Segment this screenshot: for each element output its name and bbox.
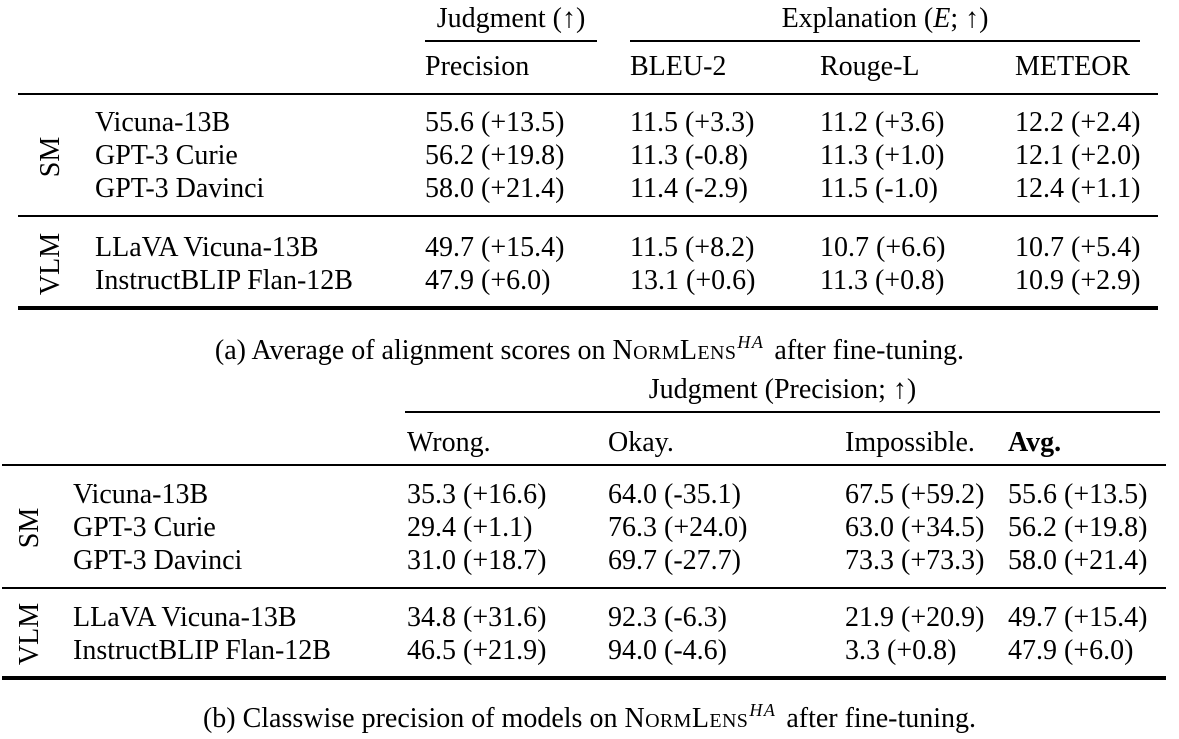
cell-meteor: 10.9 (+2.9) [1015,265,1141,296]
cell-meteor: 12.4 (+1.1) [1015,173,1141,204]
explanation-header-suffix: ; ↑) [950,3,989,34]
cell-model: InstructBLIP Flan-12B [73,635,331,666]
cell-impossible: 21.9 (+20.9) [845,602,985,633]
cmidrule-judgment-a [425,40,597,42]
cell-rougel: 11.5 (-1.0) [820,173,938,204]
caption-b-prefix: (b) Classwise precision of models on [202,703,625,734]
column-header-avg: Avg. [1008,427,1062,458]
caption-a: (a) Average of alignment scores on NormL… [0,332,1179,369]
cell-avg: 58.0 (+21.4) [1008,545,1148,576]
table-row: Vicuna-13B 35.3 (+16.6) 64.0 (-35.1) 67.… [0,478,1179,511]
column-header-rougel: Rouge-L [820,51,920,82]
cell-wrong: 31.0 (+18.7) [407,545,547,576]
cell-model: LLaVA Vicuna-13B [73,602,297,633]
table-a-group-divider [18,215,1158,217]
cell-model: LLaVA Vicuna-13B [95,232,319,263]
cell-meteor: 12.1 (+2.0) [1015,140,1141,171]
column-header-precision: Precision [425,51,530,82]
cell-okay: 69.7 (-27.7) [608,545,741,576]
table-row: GPT-3 Curie 56.2 (+19.8) 11.3 (-0.8) 11.… [0,139,1179,172]
cell-wrong: 29.4 (+1.1) [407,512,533,543]
cell-rougel: 10.7 (+6.6) [820,232,946,263]
column-header-okay: Okay. [608,427,674,458]
cell-rougel: 11.2 (+3.6) [820,107,945,138]
cell-wrong: 35.3 (+16.6) [407,479,547,510]
cell-wrong: 34.8 (+31.6) [407,602,547,633]
table-a-column-header-row: Precision BLEU-2 Rouge-L METEOR [0,50,1179,83]
column-header-wrong: Wrong. [407,427,491,458]
table-row: LLaVA Vicuna-13B 49.7 (+15.4) 11.5 (+8.2… [0,231,1179,264]
caption-a-suffix: after fine-tuning. [767,335,965,366]
table-row: InstructBLIP Flan-12B 46.5 (+21.9) 94.0 … [0,634,1179,667]
cmidrule-explanation-a [630,40,1140,42]
explanation-header-math-e: E [933,3,951,34]
cell-impossible: 63.0 (+34.5) [845,512,985,543]
cell-avg: 55.6 (+13.5) [1008,479,1148,510]
table-row: GPT-3 Davinci 58.0 (+21.4) 11.4 (-2.9) 1… [0,172,1179,205]
cell-okay: 92.3 (-6.3) [608,602,727,633]
cell-model: GPT-3 Davinci [95,173,265,204]
column-header-meteor: METEOR [1015,51,1131,82]
cell-meteor: 10.7 (+5.4) [1015,232,1141,263]
cell-okay: 76.3 (+24.0) [608,512,748,543]
cell-avg: 47.9 (+6.0) [1008,635,1134,666]
cell-rougel: 11.3 (+0.8) [820,265,945,296]
table-row: LLaVA Vicuna-13B 34.8 (+31.6) 92.3 (-6.3… [0,601,1179,634]
cell-rougel: 11.3 (+1.0) [820,140,945,171]
cell-bleu2: 11.5 (+8.2) [630,232,755,263]
table-row: GPT-3 Curie 29.4 (+1.1) 76.3 (+24.0) 63.… [0,511,1179,544]
caption-a-prefix: (a) Average of alignment scores on [214,335,613,366]
cell-precision: 49.7 (+15.4) [425,232,565,263]
cell-model: InstructBLIP Flan-12B [95,265,353,296]
column-header-bleu2: BLEU-2 [630,51,727,82]
table-b-group-header-judgment-precision: Judgment (Precision; ↑) [648,374,917,405]
table-row: Vicuna-13B 55.6 (+13.5) 11.5 (+3.3) 11.2… [0,106,1179,139]
cell-model: Vicuna-13B [73,479,209,510]
table-a-bottom-rule [18,306,1158,310]
cell-okay: 64.0 (-35.1) [608,479,741,510]
table-a-group-header-explanation: Explanation (E; ↑) [630,2,1140,35]
table-b-group-divider [2,587,1166,589]
cell-precision: 55.6 (+13.5) [425,107,565,138]
cell-model: Vicuna-13B [95,107,231,138]
cell-model: GPT-3 Curie [95,140,238,171]
cell-model: GPT-3 Curie [73,512,216,543]
cell-avg: 56.2 (+19.8) [1008,512,1148,543]
cell-wrong: 46.5 (+21.9) [407,635,547,666]
cell-precision: 58.0 (+21.4) [425,173,565,204]
table-row: InstructBLIP Flan-12B 47.9 (+6.0) 13.1 (… [0,264,1179,297]
caption-b: (b) Classwise precision of models on Nor… [0,700,1179,737]
table-a-header-rule [18,93,1158,95]
cell-meteor: 12.2 (+2.4) [1015,107,1141,138]
caption-b-suffix: after fine-tuning. [779,703,977,734]
cell-bleu2: 11.4 (-2.9) [630,173,748,204]
cell-impossible: 67.5 (+59.2) [845,479,985,510]
ha-superscript: HA [749,700,777,720]
cell-precision: 47.9 (+6.0) [425,265,551,296]
column-header-impossible: Impossible. [845,427,975,458]
cell-okay: 94.0 (-4.6) [608,635,727,666]
cmidrule-judgment-b [405,411,1160,413]
table-row: GPT-3 Davinci 31.0 (+18.7) 69.7 (-27.7) … [0,544,1179,577]
cell-precision: 56.2 (+19.8) [425,140,565,171]
table-b-header-rule [2,464,1166,466]
table-a-group-header-judgment: Judgment (↑) [436,3,586,34]
normlens-smallcaps: NormLens [624,703,749,734]
table-b-bottom-rule [2,676,1166,680]
cell-bleu2: 13.1 (+0.6) [630,265,756,296]
cell-model: GPT-3 Davinci [73,545,243,576]
ha-superscript: HA [737,332,765,352]
table-b-column-header-row: Wrong. Okay. Impossible. Avg. [0,426,1179,459]
normlens-smallcaps: NormLens [612,335,737,366]
cell-bleu2: 11.5 (+3.3) [630,107,755,138]
explanation-header-prefix: Explanation ( [781,3,934,34]
cell-impossible: 73.3 (+73.3) [845,545,985,576]
cell-impossible: 3.3 (+0.8) [845,635,957,666]
cell-avg: 49.7 (+15.4) [1008,602,1148,633]
cell-bleu2: 11.3 (-0.8) [630,140,748,171]
